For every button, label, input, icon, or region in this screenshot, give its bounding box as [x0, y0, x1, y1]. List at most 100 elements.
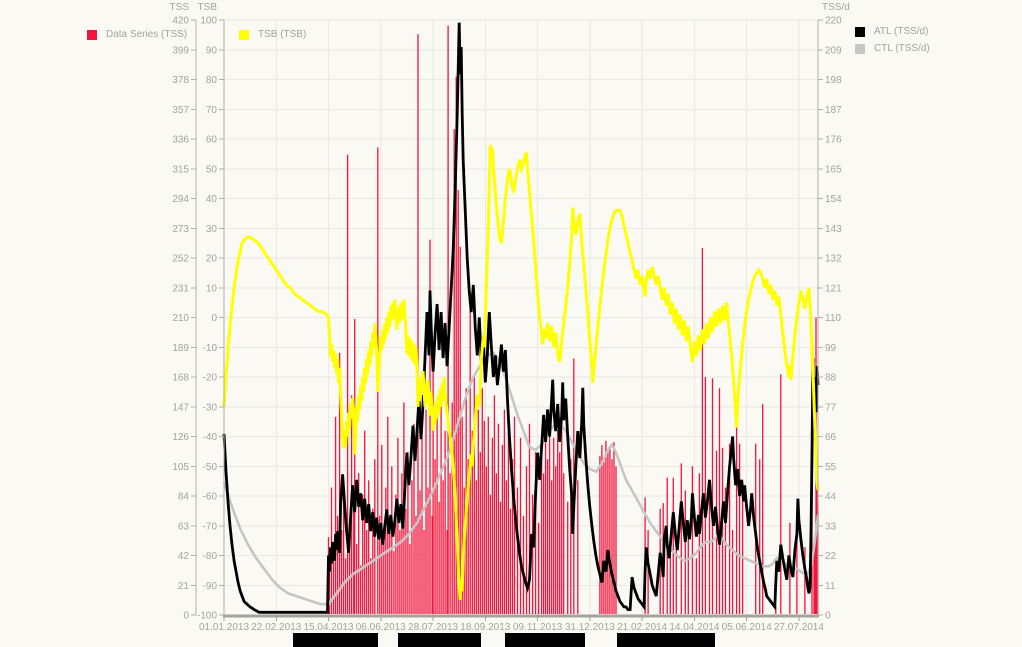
tss-axis-label: 252 — [172, 254, 189, 265]
tssd-axis-label: 33 — [825, 521, 837, 532]
tsb-axis-label: -20 — [203, 373, 218, 384]
tss-axis-label: 0 — [183, 611, 189, 622]
tssd-axis-title: TSS/d — [822, 2, 850, 13]
redacted-annotation-box — [398, 633, 481, 647]
tss-axis-label: 126 — [172, 432, 189, 443]
tss-axis-label: 63 — [178, 521, 190, 532]
tsb-axis-label: -60 — [203, 492, 218, 503]
tssd-axis-label: 176 — [825, 135, 842, 146]
tsb-axis-label: 20 — [206, 254, 218, 265]
tssd-axis-label: 0 — [825, 611, 831, 622]
legend-item-data-series-label: Data Series (TSS) — [106, 29, 188, 40]
tss-axis-label: 273 — [172, 224, 189, 235]
x-axis-label: 14.04.2014 — [669, 622, 719, 633]
legend-item-tsb: TSB (TSB) — [239, 26, 306, 43]
tss-axis-label: 84 — [178, 492, 190, 503]
legend-item-atl: ATL (TSS/d) — [855, 23, 928, 40]
tsb-line — [222, 144, 820, 601]
tss-axis-label: 336 — [172, 135, 189, 146]
tssd-axis-label: 165 — [825, 164, 842, 175]
legend-atl-ctl: ATL (TSS/d) CTL (TSS/d) — [855, 23, 930, 57]
legend-item-ctl: CTL (TSS/d) — [855, 40, 930, 57]
tsb-axis-label: 10 — [206, 283, 218, 294]
tsb-axis-label: -50 — [203, 462, 218, 473]
tssd-axis-label: 198 — [825, 75, 842, 86]
x-axis-label: 18.09.2013 — [460, 622, 510, 633]
tsb-axis-label: 70 — [206, 105, 218, 116]
x-axis-label: 21.02.2014 — [617, 622, 667, 633]
tsb-axis-label: -90 — [203, 581, 218, 592]
tsb-axis-label: 50 — [206, 164, 218, 175]
tss-axis-label: 105 — [172, 462, 189, 473]
tss-axis-label: 399 — [172, 45, 189, 56]
tss-axis-label: 21 — [178, 581, 190, 592]
legend-item-tsb-label: TSB (TSB) — [258, 29, 307, 40]
legend-data-series: Data Series (TSS) — [87, 26, 187, 43]
tssd-axis-label: 209 — [825, 45, 842, 56]
redacted-annotation-box — [505, 633, 585, 647]
tss-axis-label: 357 — [172, 105, 189, 116]
tssd-axis-label: 66 — [825, 432, 837, 443]
tssd-axis-label: 154 — [825, 194, 842, 205]
legend-item-tsb-swatch — [239, 29, 249, 40]
legend-item-atl-swatch — [855, 26, 865, 37]
tss-axis-title: TSS — [170, 2, 190, 13]
tss-axis-label: 378 — [172, 75, 189, 86]
tssd-axis-label: 88 — [825, 373, 837, 384]
atl-line — [222, 22, 820, 614]
tss-axis-label: 210 — [172, 313, 189, 324]
x-axis-label: 01.01.2013 — [199, 622, 249, 633]
tss-axis-label: 168 — [172, 373, 189, 384]
tssd-axis-label: 121 — [825, 283, 842, 294]
tssd-axis-label: 11 — [825, 581, 836, 592]
tsb-axis-label: 100 — [200, 16, 217, 27]
legend-item-atl-label: ATL (TSS/d) — [874, 26, 929, 37]
tsb-axis-label: -40 — [203, 432, 218, 443]
legend-tsb: TSB (TSB) — [239, 26, 306, 43]
x-axis-label: 22.02.2013 — [251, 622, 301, 633]
legend-item-data-series-swatch — [87, 29, 97, 40]
legend-item-ctl-label: CTL (TSS/d) — [874, 43, 930, 54]
tsb-axis-label: 80 — [206, 75, 218, 86]
tsb-axis-label: 0 — [211, 313, 217, 324]
tss-axis-label: 189 — [172, 343, 189, 354]
tssd-axis-label: 44 — [825, 492, 837, 503]
tss-axis-label: 231 — [172, 283, 189, 294]
tssd-axis-label: 55 — [825, 462, 837, 473]
redacted-annotation-box — [617, 633, 715, 647]
tssd-axis-label: 77 — [825, 402, 837, 413]
tsb-axis-label: 40 — [206, 194, 218, 205]
tss-axis-label: 42 — [178, 551, 190, 562]
legend-item-data-series: Data Series (TSS) — [87, 26, 187, 43]
tsb-axis-label: -10 — [203, 343, 218, 354]
tss-axis-label: 315 — [172, 164, 189, 175]
x-axis-label: 31.12.2013 — [565, 622, 615, 633]
x-axis-label: 27.07.2014 — [774, 622, 824, 633]
tsb-axis-label: 60 — [206, 135, 218, 146]
tssd-axis-label: 110 — [825, 313, 841, 324]
tssd-axis-label: 220 — [825, 16, 842, 27]
tss-axis-label: 294 — [172, 194, 189, 205]
tssd-axis-label: 187 — [825, 105, 842, 116]
tss-axis-label: 147 — [172, 402, 189, 413]
x-axis-label: 06.06.2013 — [356, 622, 406, 633]
x-axis-label: 09.11.2013 — [513, 622, 563, 633]
tssd-axis-label: 99 — [825, 343, 837, 354]
tsb-axis-label: -80 — [203, 551, 218, 562]
tsb-axis-label: 90 — [206, 45, 218, 56]
tsb-axis-label: -100 — [197, 611, 217, 622]
tssd-axis-label: 22 — [825, 551, 837, 562]
x-axis-label: 28.07.2013 — [408, 622, 458, 633]
tssd-axis-label: 132 — [825, 254, 842, 265]
tsb-axis-label: -70 — [203, 521, 218, 532]
x-axis-label: 15.04.2013 — [303, 622, 353, 633]
tsb-axis-title: TSB — [198, 2, 218, 13]
tsb-axis-label: 30 — [206, 224, 218, 235]
tss-axis-label: 420 — [172, 16, 189, 27]
tssd-axis-label: 143 — [825, 224, 842, 235]
x-axis-label: 05.06.2014 — [722, 622, 772, 633]
legend-item-ctl-swatch — [855, 43, 865, 54]
tsb-axis-label: -30 — [203, 402, 218, 413]
